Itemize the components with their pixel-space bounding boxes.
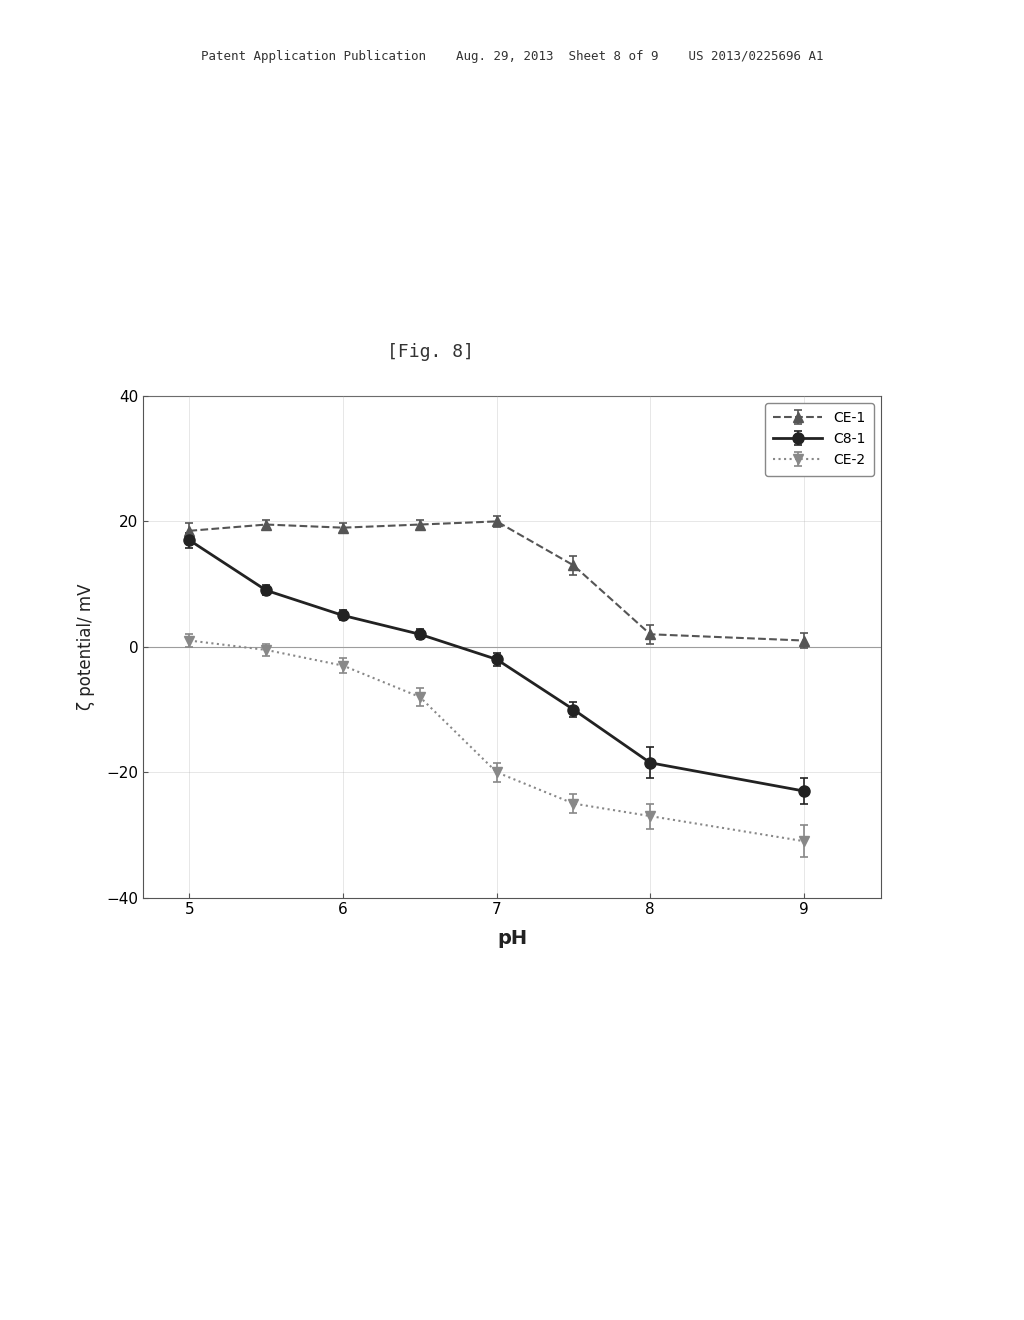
Text: [Fig. 8]: [Fig. 8] (387, 343, 473, 362)
Legend: CE-1, C8-1, CE-2: CE-1, C8-1, CE-2 (765, 403, 873, 475)
Y-axis label: ζ potential/ mV: ζ potential/ mV (78, 583, 95, 710)
X-axis label: pH: pH (497, 928, 527, 948)
Text: Patent Application Publication    Aug. 29, 2013  Sheet 8 of 9    US 2013/0225696: Patent Application Publication Aug. 29, … (201, 50, 823, 63)
